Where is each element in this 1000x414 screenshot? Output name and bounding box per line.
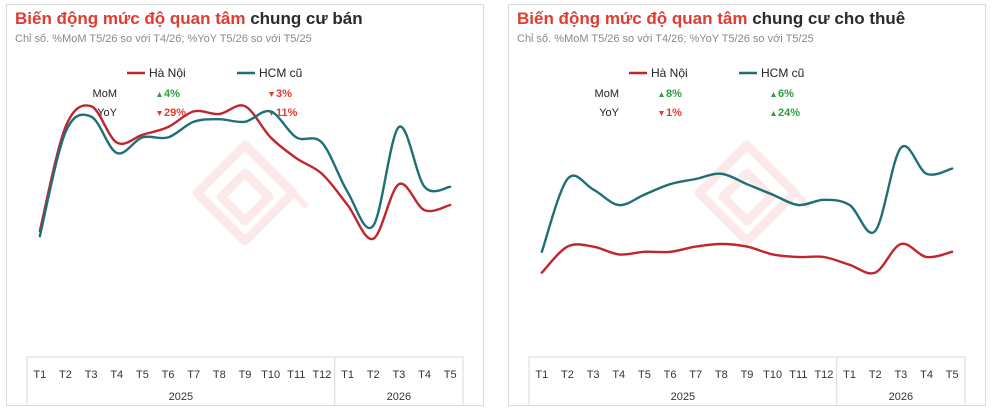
change-row-label: YoY bbox=[97, 107, 117, 119]
x-tick-label: T3 bbox=[587, 369, 600, 381]
change-value: 1% bbox=[666, 107, 682, 119]
year-label: 2025 bbox=[671, 391, 695, 403]
x-tick-label: T5 bbox=[136, 369, 149, 381]
x-tick-label: T11 bbox=[789, 369, 807, 381]
chart-title: Biến động mức độ quan tâm chung cư bán bbox=[15, 9, 363, 29]
x-tick-label: T2 bbox=[367, 369, 380, 381]
series-line bbox=[540, 242, 954, 275]
x-tick-label: T4 bbox=[418, 369, 431, 381]
x-tick-label: T1 bbox=[33, 369, 46, 381]
change-row-label: YoY bbox=[599, 107, 619, 119]
x-tick-label: T4 bbox=[110, 369, 123, 381]
legend-label: Hà Nội bbox=[651, 66, 688, 80]
chart-subtitle: Chỉ số. %MoM T5/26 so với T4/26; %YoY T5… bbox=[15, 33, 312, 45]
legend-label: HCM cũ bbox=[761, 66, 804, 80]
x-tick-label: T10 bbox=[261, 369, 280, 381]
triangle-down-icon bbox=[269, 92, 274, 97]
change-value: 3% bbox=[276, 88, 292, 100]
series-line bbox=[540, 144, 954, 253]
change-row-label: MoM bbox=[595, 88, 619, 100]
triangle-down-icon bbox=[157, 111, 162, 116]
x-tick-label: T7 bbox=[187, 369, 200, 381]
x-tick-label: T1 bbox=[535, 369, 548, 381]
chart-subtitle: Chỉ số. %MoM T5/26 so với T4/26; %YoY T5… bbox=[517, 33, 814, 45]
x-tick-label: T2 bbox=[561, 369, 574, 381]
x-tick-label: T5 bbox=[946, 369, 959, 381]
triangle-up-icon bbox=[157, 92, 162, 97]
x-tick-label: T5 bbox=[444, 369, 457, 381]
x-tick-label: T6 bbox=[664, 369, 677, 381]
line-chart-rent: 2025 2026 T1 T2 T3 T4 T5 T6 T7 T8 T9 T10 T11 T12 T1 T2 T… bbox=[528, 66, 966, 405]
chart-title-rest: chung cư bán bbox=[250, 9, 363, 28]
change-value: 4% bbox=[164, 88, 180, 100]
series-line bbox=[38, 109, 452, 238]
change-value: 8% bbox=[666, 88, 682, 100]
x-tick-label: T12 bbox=[814, 369, 833, 381]
x-tick-label: T9 bbox=[741, 369, 754, 381]
x-tick-label: T6 bbox=[162, 369, 175, 381]
change-value: 11% bbox=[276, 107, 298, 119]
year-label: 2026 bbox=[889, 391, 913, 403]
chart-panel-rent: Biến động mức độ quan tâm chung cư cho t… bbox=[508, 4, 986, 406]
change-value: 29% bbox=[164, 107, 186, 119]
x-tick-label: T10 bbox=[763, 369, 782, 381]
x-tick-label: T12 bbox=[312, 369, 331, 381]
x-tick-label: T3 bbox=[85, 369, 98, 381]
x-tick-label: T7 bbox=[689, 369, 702, 381]
x-tick-label: T4 bbox=[612, 369, 625, 381]
chart-panel-sale: Biến động mức độ quan tâm chung cư bán C… bbox=[6, 4, 484, 406]
x-tick-label: T3 bbox=[392, 369, 405, 381]
x-tick-label: T2 bbox=[869, 369, 882, 381]
chart-title-rest: chung cư cho thuê bbox=[752, 9, 906, 28]
x-tick-label: T5 bbox=[638, 369, 651, 381]
watermark-logo-icon bbox=[694, 140, 812, 246]
chart-title-highlight: Biến động mức độ quan tâm bbox=[15, 9, 246, 28]
triangle-up-icon bbox=[771, 111, 776, 116]
change-value: 24% bbox=[778, 107, 800, 119]
x-tick-label: T9 bbox=[239, 369, 252, 381]
year-label: 2025 bbox=[169, 391, 193, 403]
series-line bbox=[38, 104, 452, 241]
year-label: 2026 bbox=[387, 391, 411, 403]
chart-title-highlight: Biến động mức độ quan tâm bbox=[517, 9, 748, 28]
line-chart-sale: 2025 2026 T1 T2 T3 T4 T5 T6 T7 T8 T9 T10 T11 T12 T1 T2 T… bbox=[26, 66, 464, 405]
change-row-label: MoM bbox=[93, 88, 117, 100]
legend-label: Hà Nội bbox=[149, 66, 186, 80]
x-tick-label: T11 bbox=[287, 369, 305, 381]
x-tick-label: T1 bbox=[843, 369, 856, 381]
x-tick-label: T1 bbox=[341, 369, 354, 381]
x-tick-label: T2 bbox=[59, 369, 72, 381]
x-tick-label: T8 bbox=[213, 369, 226, 381]
chart-title: Biến động mức độ quan tâm chung cư cho t… bbox=[517, 9, 905, 29]
watermark-logo-icon bbox=[192, 140, 310, 246]
x-tick-label: T4 bbox=[920, 369, 933, 381]
change-value: 6% bbox=[778, 88, 794, 100]
legend-label: HCM cũ bbox=[259, 66, 302, 80]
triangle-down-icon bbox=[659, 111, 664, 116]
x-tick-label: T8 bbox=[715, 369, 728, 381]
x-tick-label: T3 bbox=[894, 369, 907, 381]
triangle-up-icon bbox=[771, 92, 776, 97]
triangle-up-icon bbox=[659, 92, 664, 97]
